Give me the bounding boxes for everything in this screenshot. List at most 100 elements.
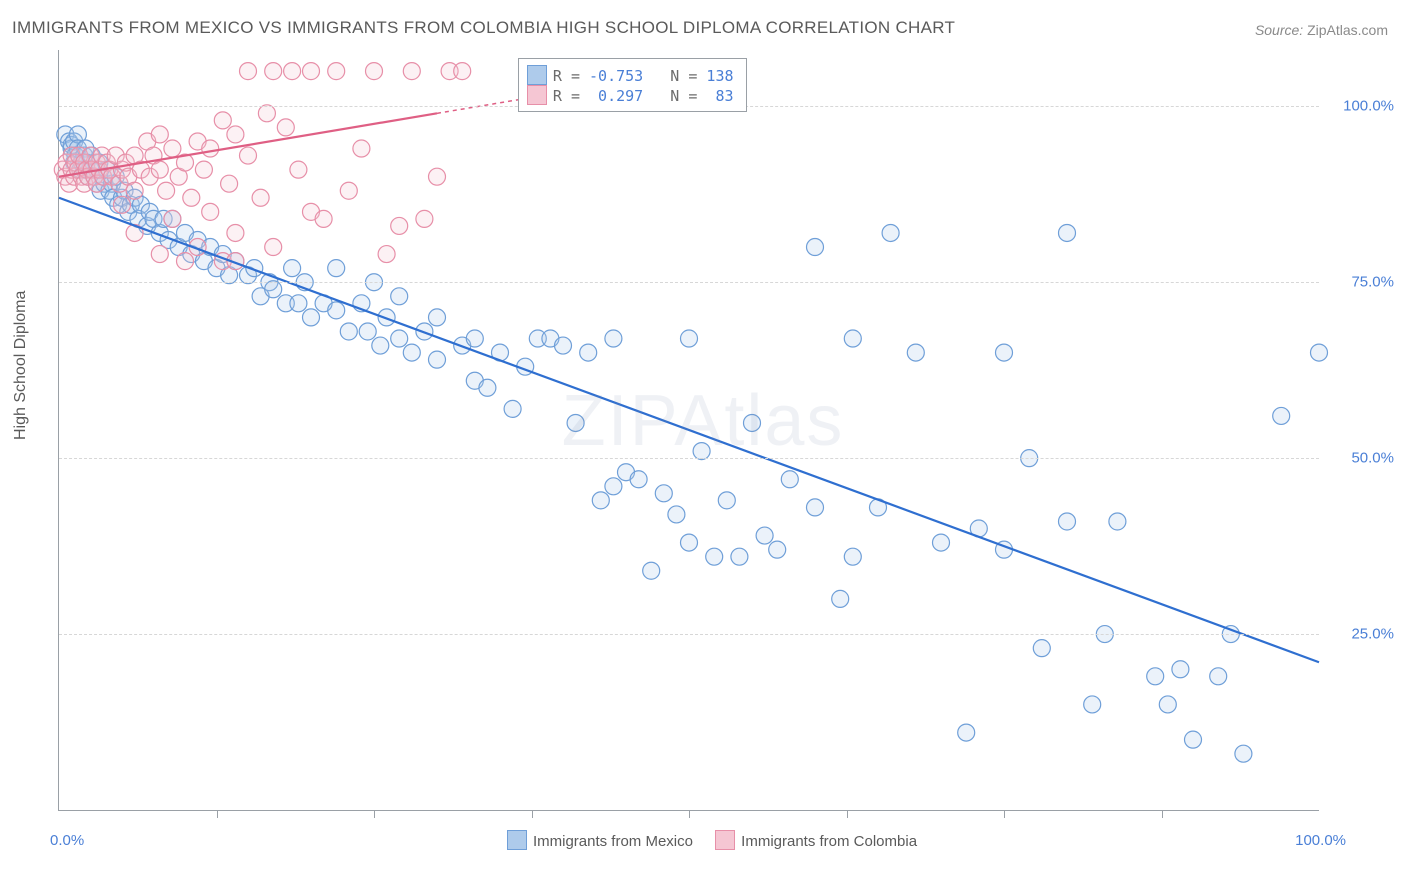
y-axis-label: High School Diploma [12,291,30,440]
data-point-mexico [391,288,408,305]
source-value: ZipAtlas.com [1307,22,1388,38]
y-tick-label: 25.0% [1351,626,1394,643]
data-point-mexico [933,534,950,551]
data-point-mexico [807,239,824,256]
data-point-mexico [731,548,748,565]
data-point-mexico [681,330,698,347]
data-point-mexico [681,534,698,551]
data-point-mexico [907,344,924,361]
data-point-mexico [391,330,408,347]
data-point-mexico [655,485,672,502]
data-point-mexico [1311,344,1328,361]
legend-label-colombia: Immigrants from Colombia [741,833,917,850]
data-point-mexico [359,323,376,340]
data-point-colombia [416,210,433,227]
data-point-colombia [353,140,370,157]
data-point-colombia [303,63,320,80]
data-point-mexico [1109,513,1126,530]
data-point-colombia [378,246,395,263]
data-point-mexico [567,414,584,431]
chart-title: IMMIGRANTS FROM MEXICO VS IMMIGRANTS FRO… [12,18,955,38]
data-point-mexico [328,260,345,277]
data-point-mexico [996,344,1013,361]
data-point-mexico [1172,661,1189,678]
data-point-colombia [151,246,168,263]
data-point-mexico [479,379,496,396]
data-point-colombia [227,224,244,241]
data-point-mexico [340,323,357,340]
trend-line-colombia [59,113,437,176]
legend-swatch-mexico [507,830,527,850]
data-point-colombia [403,63,420,80]
legend-swatch [527,65,547,85]
data-point-mexico [1273,407,1290,424]
data-point-mexico [668,506,685,523]
data-point-mexico [706,548,723,565]
data-point-colombia [164,210,181,227]
data-point-mexico [781,471,798,488]
data-point-mexico [1235,745,1252,762]
trend-line-mexico [59,198,1319,662]
data-point-mexico [303,309,320,326]
data-point-colombia [114,196,131,213]
legend-swatch [527,85,547,105]
data-point-mexico [1084,696,1101,713]
data-point-colombia [240,63,257,80]
data-point-mexico [844,330,861,347]
data-point-mexico [630,471,647,488]
data-point-mexico [807,499,824,516]
data-point-colombia [265,63,282,80]
data-point-mexico [403,344,420,361]
data-point-mexico [504,400,521,417]
legend-swatch-colombia [715,830,735,850]
y-tick-label: 75.0% [1351,274,1394,291]
plot-area [58,50,1319,811]
y-tick-label: 100.0% [1343,98,1394,115]
data-point-mexico [693,443,710,460]
data-point-mexico [1033,640,1050,657]
data-point-mexico [882,224,899,241]
source-label: Source: [1255,22,1307,38]
data-point-mexico [605,478,622,495]
data-point-colombia [221,175,238,192]
legend-label-mexico: Immigrants from Mexico [533,833,693,850]
data-point-colombia [195,161,212,178]
data-point-colombia [391,217,408,234]
data-point-mexico [958,724,975,741]
data-point-mexico [328,302,345,319]
data-point-colombia [240,147,257,164]
data-point-mexico [290,295,307,312]
data-point-mexico [756,527,773,544]
data-point-mexico [372,337,389,354]
data-point-mexico [1159,696,1176,713]
data-point-colombia [151,161,168,178]
data-point-colombia [258,105,275,122]
legend-bottom: Immigrants from Mexico Immigrants from C… [0,830,1406,850]
scatter-svg [59,50,1319,810]
data-point-colombia [151,126,168,143]
y-tick-label: 50.0% [1351,450,1394,467]
data-point-mexico [832,590,849,607]
data-point-mexico [592,492,609,509]
data-point-colombia [183,189,200,206]
data-point-colombia [277,119,294,136]
data-point-mexico [1210,668,1227,685]
data-point-colombia [252,189,269,206]
data-point-colombia [126,182,143,199]
data-point-mexico [429,351,446,368]
data-point-colombia [202,140,219,157]
data-point-colombia [340,182,357,199]
data-point-colombia [202,203,219,220]
data-point-mexico [718,492,735,509]
data-point-mexico [643,562,660,579]
data-point-mexico [466,330,483,347]
data-point-colombia [227,126,244,143]
data-point-mexico [1059,224,1076,241]
data-point-colombia [328,63,345,80]
data-point-mexico [769,541,786,558]
data-point-colombia [366,63,383,80]
data-point-colombia [429,168,446,185]
data-point-mexico [1059,513,1076,530]
data-point-mexico [580,344,597,361]
data-point-mexico [1185,731,1202,748]
